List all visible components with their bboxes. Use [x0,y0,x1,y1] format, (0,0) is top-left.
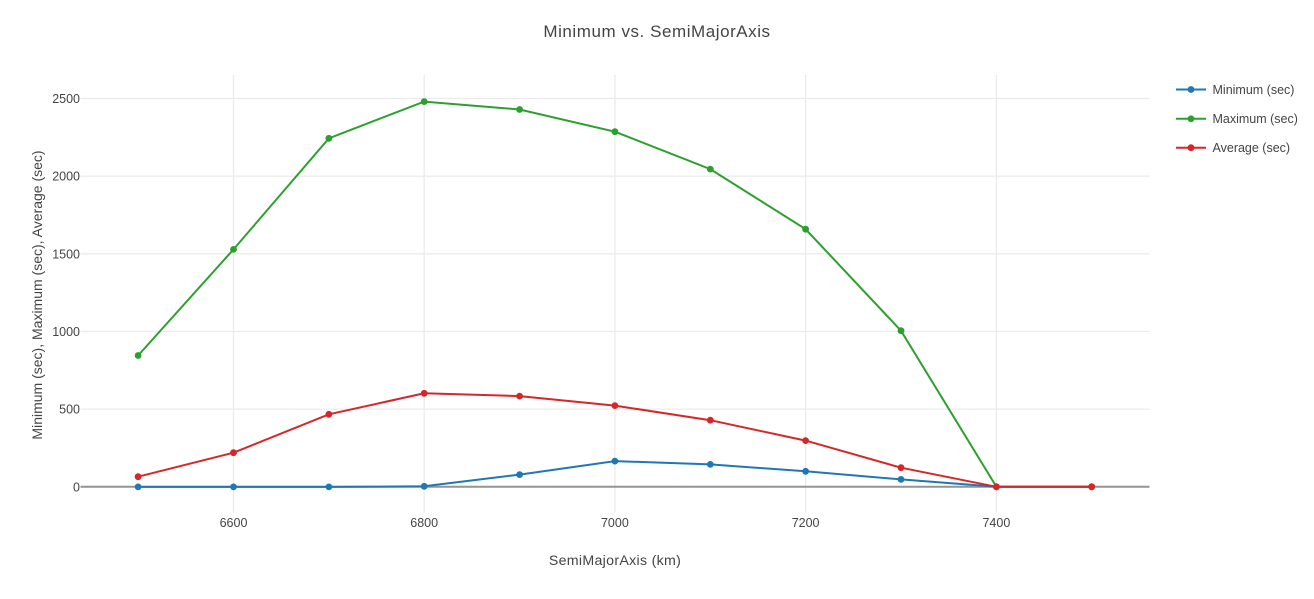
svg-text:SemiMajorAxis (km): SemiMajorAxis (km) [549,553,681,569]
svg-text:6800: 6800 [410,516,438,530]
svg-text:7000: 7000 [601,516,629,530]
svg-text:7200: 7200 [792,516,820,530]
svg-text:7400: 7400 [982,516,1010,530]
svg-text:Minimum vs. SemiMajorAxis: Minimum vs. SemiMajorAxis [543,22,770,41]
svg-text:Average (sec): Average (sec) [1213,141,1291,155]
svg-text:Minimum (sec): Minimum (sec) [1213,83,1295,97]
svg-text:Minimum (sec), Maximum (sec),: Minimum (sec), Maximum (sec), Average (s… [29,150,45,439]
svg-text:1500: 1500 [52,247,80,261]
svg-text:Maximum (sec): Maximum (sec) [1213,112,1298,126]
svg-text:1000: 1000 [52,325,80,339]
svg-text:500: 500 [59,403,80,417]
svg-text:0: 0 [73,480,80,494]
svg-text:2000: 2000 [52,170,80,184]
svg-text:2500: 2500 [52,92,80,106]
svg-text:6600: 6600 [220,516,248,530]
